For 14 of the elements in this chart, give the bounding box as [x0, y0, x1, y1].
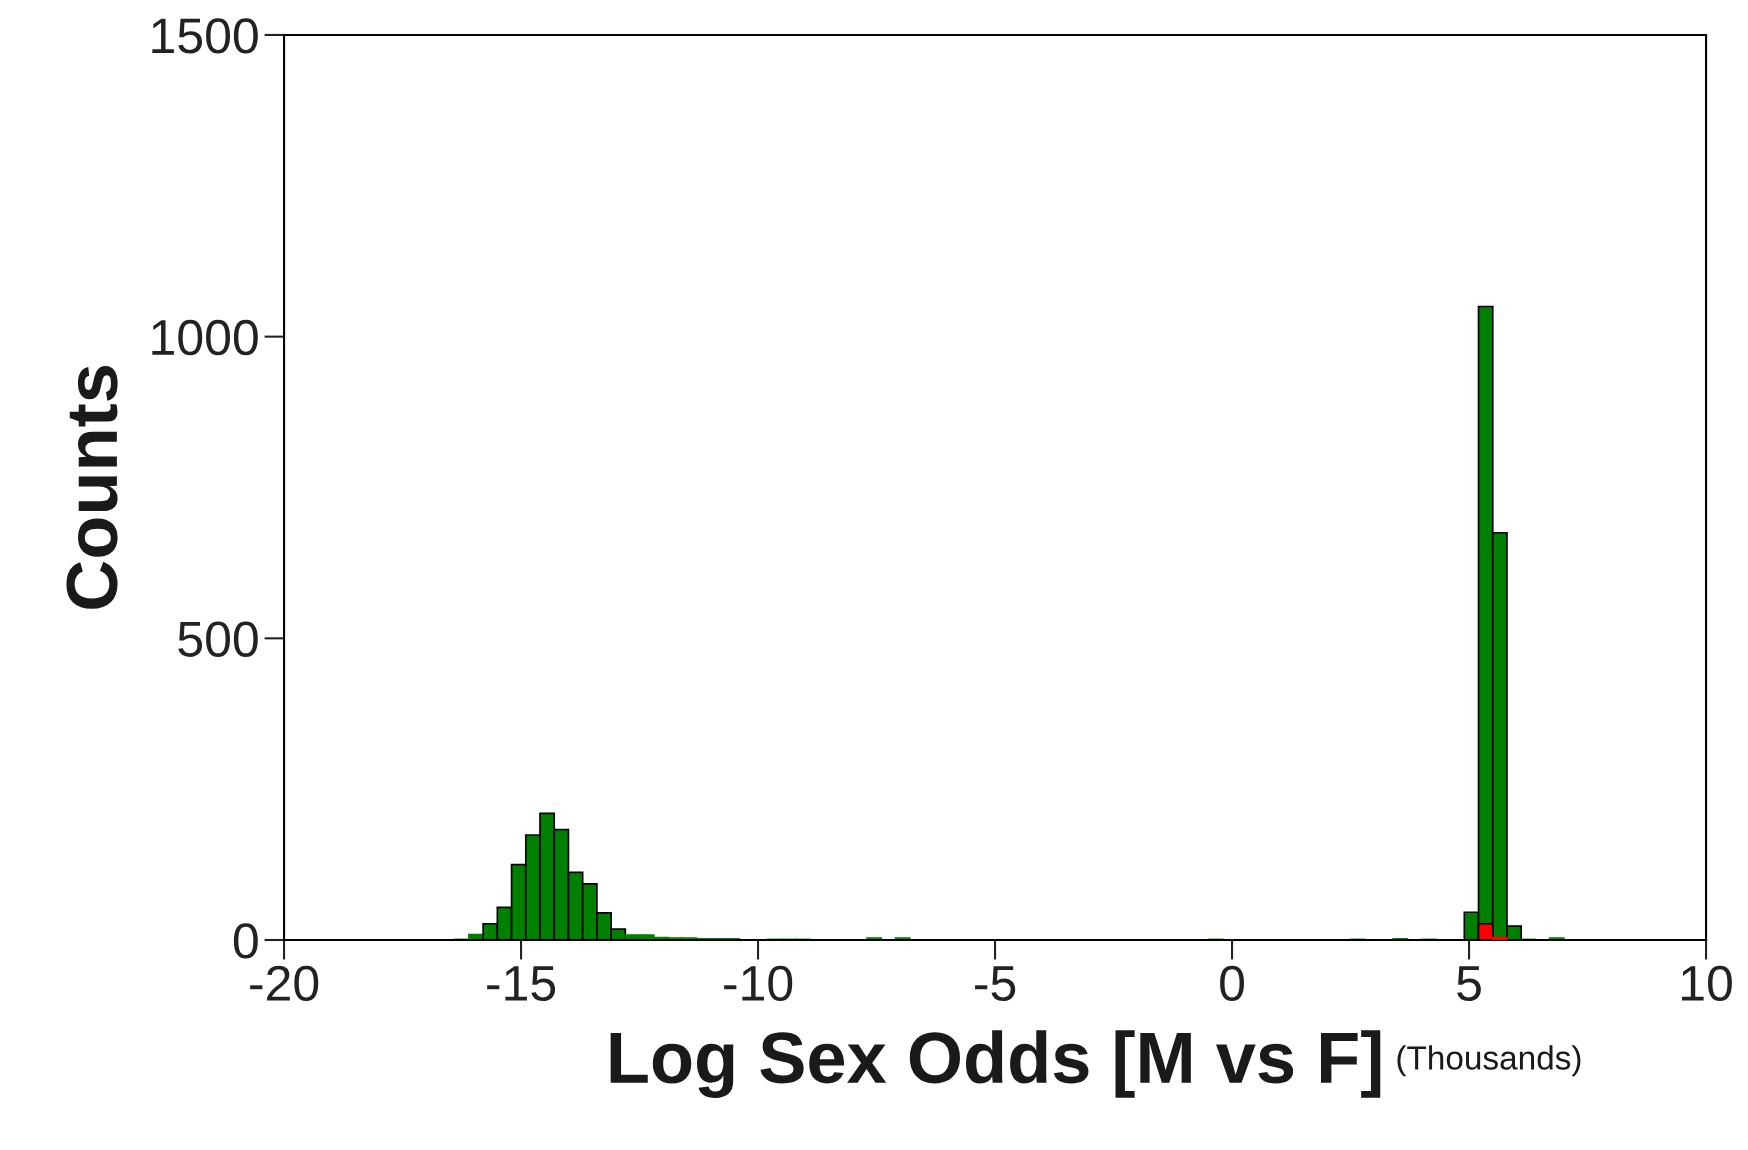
- x-axis-title: Log Sex Odds [M vs F]: [610, 1030, 1381, 1099]
- y-tick-label: 500: [178, 621, 258, 657]
- x-tick-label: -15: [487, 966, 556, 1002]
- x-tick-label: -5: [975, 966, 1016, 1002]
- x-tick-label: -10: [724, 965, 793, 1002]
- y-tick-label: 0: [233, 923, 258, 959]
- x-tick-label: 0: [1220, 965, 1244, 1002]
- y-tick-label: 1000: [152, 319, 258, 356]
- text: (Thousands): [1397, 1045, 1581, 1077]
- x-tick-label: 5: [1457, 966, 1481, 1002]
- x-tick-label: -20: [250, 965, 319, 1002]
- x-tick-label: 10: [1682, 965, 1732, 1002]
- y-axis-title: Counts: [66, 366, 118, 609]
- y-tick-label: 1500: [152, 18, 258, 54]
